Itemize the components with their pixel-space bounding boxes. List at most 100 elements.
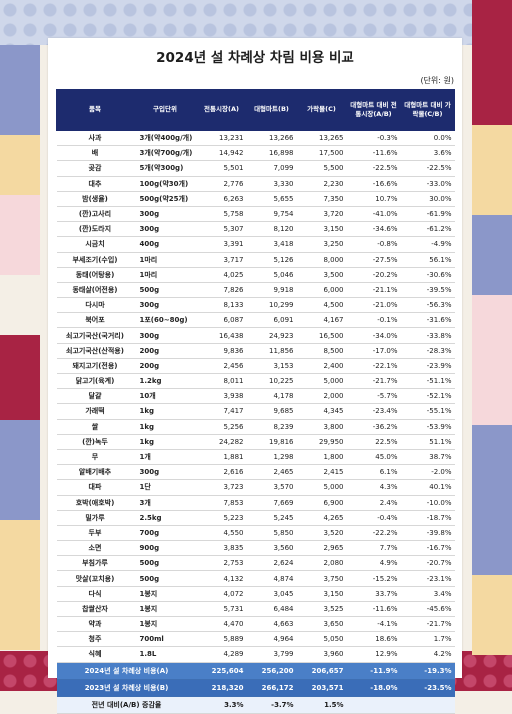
garak-vs-mart-cell: -53.9% [400, 419, 455, 435]
table-row: (깐)녹두 1kg 24,282 19,816 29,950 22.5% 51.1% [56, 434, 455, 450]
mart-price-cell: 3,560 [246, 540, 297, 557]
market-price-cell: 5,223 [196, 510, 247, 526]
garak-vs-mart-cell: 3.6% [400, 145, 455, 162]
mart-price-cell: 3,330 [246, 176, 297, 192]
market-price-cell: 3,717 [196, 252, 247, 268]
garak-price-cell: 5,500 [296, 160, 347, 177]
top-pattern-band [0, 0, 512, 45]
market-price-cell: 4,072 [196, 586, 247, 602]
garak-price-cell: 2,230 [296, 176, 347, 192]
item-name-cell: 청주 [56, 631, 134, 648]
mart-price-cell: 6,091 [246, 312, 297, 329]
mart-price-cell: 3,418 [246, 236, 297, 253]
summary-cell: -23.5% [400, 679, 455, 697]
market-price-cell: 5,501 [196, 160, 247, 177]
garak-price-cell: 4,500 [296, 297, 347, 314]
mart-price-cell: 5,245 [246, 510, 297, 526]
mart-price-cell: 4,178 [246, 388, 297, 405]
table-row: 배 3개(약700g/개) 14,942 16,898 17,500 -11.6% 3.6% [56, 145, 455, 162]
market-vs-mart-cell: 33.7% [346, 586, 401, 602]
market-price-cell: 4,550 [196, 525, 247, 542]
table-row: 부세조기(수입) 1마리 3,717 5,126 8,000 -27.5% 56.1% [56, 252, 455, 268]
right-stripe-yellow [472, 125, 512, 215]
garak-vs-mart-cell: -45.6% [400, 601, 455, 618]
mart-price-cell: 10,299 [246, 297, 297, 314]
market-price-cell: 7,826 [196, 282, 247, 299]
purchase-unit-cell: 1마리 [133, 252, 197, 268]
market-vs-mart-cell: -21.1% [346, 282, 401, 299]
garak-vs-mart-cell: -55.1% [400, 403, 455, 420]
garak-price-cell: 5,000 [296, 373, 347, 390]
purchase-unit-cell: 2.5kg [133, 510, 197, 526]
table-row: 쌀 1kg 5,256 8,239 3,800 -36.2% -53.9% [56, 419, 455, 435]
table-row: 동태살(어전용) 500g 7,826 9,918 6,000 -21.1% -39.5% [56, 282, 455, 299]
garak-vs-mart-cell: 40.1% [400, 479, 455, 496]
table-row: 약과 1봉지 4,470 4,663 3,650 -4.1% -21.7% [56, 616, 455, 633]
item-name-cell: 다시마 [56, 297, 134, 314]
garak-vs-mart-cell: -18.7% [400, 510, 455, 526]
table-header-row: 품목 구입단위 전통시장(A) 대형마트(B) 가락몰(C) 대형마트 대비 전… [56, 89, 455, 131]
summary-cell: 266,172 [246, 679, 297, 697]
market-price-cell: 16,438 [196, 327, 247, 344]
table-row: 찹쌀산자 1봉지 5,731 6,484 3,525 -11.6% -45.6% [56, 601, 455, 618]
purchase-unit-cell: 200g [133, 343, 197, 359]
market-price-cell: 9,836 [196, 343, 247, 359]
garak-price-cell: 3,750 [296, 570, 347, 587]
purchase-unit-cell: 3개(약400g/개) [133, 130, 197, 147]
table-row: 동태(어탕용) 1마리 4,025 5,046 3,500 -20.2% -30.6% [56, 267, 455, 283]
item-name-cell: 두부 [56, 525, 134, 542]
item-name-cell: 닭고기(육계) [56, 373, 134, 390]
item-name-cell: 대파 [56, 479, 134, 496]
purchase-unit-cell: 500g(약25개) [133, 191, 197, 207]
item-name-cell: 쌀 [56, 419, 134, 435]
purchase-unit-cell: 400g [133, 236, 197, 253]
garak-price-cell: 16,500 [296, 327, 347, 344]
garak-vs-mart-cell: 38.7% [400, 449, 455, 466]
col-header-mart: 대형마트(B) [246, 89, 297, 131]
market-vs-mart-cell: -23.4% [346, 403, 401, 420]
table-row: 밤(생율) 500g(약25개) 6,263 5,655 7,350 10.7% 30.0% [56, 191, 455, 207]
item-name-cell: (깐)도라지 [56, 221, 134, 238]
garak-vs-mart-cell: -23.9% [400, 358, 455, 375]
mart-price-cell: 5,046 [246, 267, 297, 283]
table-row: 소면 900g 3,835 3,560 2,965 7.7% -16.7% [56, 540, 455, 557]
table-summary: 2024년 설 차례상 비용(A) 225,604 256,200 206,65… [56, 662, 455, 714]
market-vs-mart-cell: 45.0% [346, 449, 401, 466]
market-vs-mart-cell: -41.0% [346, 206, 401, 223]
garak-vs-mart-cell: -56.3% [400, 297, 455, 314]
purchase-unit-cell: 1개 [133, 449, 197, 466]
mart-price-cell: 1,298 [246, 449, 297, 466]
table-row: 시금치 400g 3,391 3,418 3,250 -0.8% -4.9% [56, 236, 455, 253]
item-name-cell: 소면 [56, 540, 134, 557]
purchase-unit-cell: 3개 [133, 495, 197, 511]
market-vs-mart-cell: 4.3% [346, 479, 401, 496]
item-name-cell: 부세조기(수입) [56, 252, 134, 268]
left-stripe-blue [0, 45, 40, 135]
market-vs-mart-cell: -36.2% [346, 419, 401, 435]
page-title: 2024년 설 차례상 차림 비용 비교 [156, 50, 354, 66]
market-price-cell: 4,132 [196, 570, 247, 587]
item-name-cell: (깐)고사리 [56, 206, 134, 223]
item-name-cell: 곶감 [56, 160, 134, 177]
market-vs-mart-cell: -0.4% [346, 510, 401, 526]
market-vs-mart-cell: -22.5% [346, 160, 401, 177]
market-vs-mart-cell: -0.1% [346, 312, 401, 329]
summary-cell: -11.9% [346, 662, 401, 680]
purchase-unit-cell: 700ml [133, 631, 197, 648]
garak-price-cell: 2,415 [296, 464, 347, 481]
left-stripe-yellow2 [0, 520, 40, 650]
purchase-unit-cell: 1kg [133, 434, 197, 450]
market-price-cell: 8,133 [196, 297, 247, 314]
garak-price-cell: 3,800 [296, 419, 347, 435]
table-row: 청주 700ml 5,889 4,964 5,050 18.6% 1.7% [56, 631, 455, 648]
market-vs-mart-cell: -34.0% [346, 327, 401, 344]
purchase-unit-cell: 300g [133, 327, 197, 344]
purchase-unit-cell: 1봉지 [133, 586, 197, 602]
market-vs-mart-cell: -22.1% [346, 358, 401, 375]
market-price-cell: 3,391 [196, 236, 247, 253]
garak-vs-mart-cell: -39.8% [400, 525, 455, 542]
garak-price-cell: 4,265 [296, 510, 347, 526]
summary-cell: 256,200 [246, 662, 297, 680]
mart-price-cell: 5,850 [246, 525, 297, 542]
right-stripe-pink [472, 295, 512, 425]
